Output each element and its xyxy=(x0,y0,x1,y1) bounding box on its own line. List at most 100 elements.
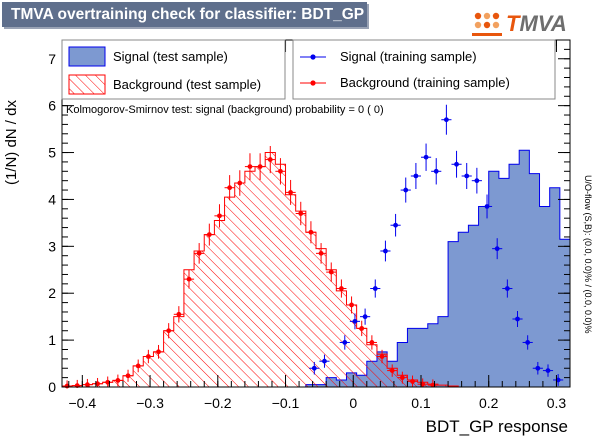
x-tick-label: −0.4 xyxy=(68,395,96,411)
x-tick-label: 0 xyxy=(349,395,357,411)
signal-training-point xyxy=(360,308,371,325)
background-training-point xyxy=(234,170,245,196)
background-training-marker xyxy=(227,185,233,191)
signal-training-point xyxy=(471,167,482,194)
background-training-marker xyxy=(328,269,334,275)
legend-marker-signal-train xyxy=(310,54,316,60)
background-training-marker xyxy=(298,211,304,216)
background-training-point xyxy=(255,153,266,180)
signal-training-point xyxy=(512,310,523,328)
background-training-marker xyxy=(176,311,182,317)
legend-swatch-background-test xyxy=(68,74,106,95)
background-training-marker xyxy=(318,250,324,256)
x-tick-label: −0.2 xyxy=(204,395,232,411)
signal-training-marker xyxy=(311,365,317,371)
signal-training-points xyxy=(309,104,564,386)
signal-training-marker xyxy=(433,168,439,174)
background-test-histogram xyxy=(62,152,570,387)
background-training-marker xyxy=(389,368,395,373)
signal-training-point xyxy=(441,104,452,135)
signal-training-point xyxy=(400,177,411,203)
background-training-marker xyxy=(257,164,263,170)
legend-label-signal-train: Signal (training sample) xyxy=(340,49,477,64)
background-training-point xyxy=(295,201,306,226)
background-training-marker xyxy=(369,340,375,345)
signal-training-marker xyxy=(403,187,409,193)
signal-training-point xyxy=(532,361,543,375)
signal-training-marker xyxy=(393,222,398,228)
signal-training-marker xyxy=(352,318,358,324)
background-training-marker xyxy=(288,189,293,195)
signal-training-marker xyxy=(362,314,368,320)
background-training-marker xyxy=(186,276,192,282)
background-training-point xyxy=(153,344,164,359)
background-training-marker xyxy=(410,378,415,384)
axes: 0 1 2 3 4 5 6 7 −0.4 −0.3 −0.2 −0.1 0 0.1 0.2 0.3 xyxy=(48,40,570,411)
signal-training-point xyxy=(431,158,442,185)
background-training-marker xyxy=(247,164,253,170)
background-training-point xyxy=(183,269,195,289)
signal-training-marker xyxy=(504,286,510,291)
y-axis-label: (1/N) dN / dx xyxy=(3,100,20,186)
ks-test-text: Kolmogorov-Smirnov test: signal (backgro… xyxy=(66,104,384,116)
signal-training-marker xyxy=(484,204,490,209)
background-training-marker xyxy=(145,354,151,359)
x-tick-label: −0.3 xyxy=(136,395,164,411)
background-training-marker xyxy=(359,325,365,331)
signal-training-marker xyxy=(423,154,429,160)
background-training-marker xyxy=(278,168,283,174)
background-training-point xyxy=(336,279,347,298)
y-tick-label: 5 xyxy=(48,145,56,161)
background-training-point xyxy=(122,369,134,382)
signal-training-point xyxy=(370,279,381,298)
tmva-logo-text: TMVA xyxy=(506,11,567,36)
background-training-marker xyxy=(339,286,344,291)
background-training-point xyxy=(397,371,408,384)
y-tick-label: 2 xyxy=(48,285,56,301)
signal-training-point xyxy=(481,194,493,219)
signal-training-point xyxy=(522,335,533,350)
x-tick-label: 0.1 xyxy=(411,395,431,411)
background-training-point xyxy=(82,378,93,388)
background-training-point xyxy=(194,243,205,264)
background-training-marker xyxy=(196,250,202,256)
legend-label-background-train: Background (training sample) xyxy=(340,75,510,90)
background-training-marker xyxy=(125,373,131,379)
background-training-point xyxy=(133,359,144,373)
legend-label-signal-test: Signal (test sample) xyxy=(113,49,228,64)
signal-training-marker xyxy=(535,365,541,371)
legend-box-training xyxy=(292,39,556,100)
y-tick-label: 6 xyxy=(48,98,56,114)
background-training-marker xyxy=(308,229,314,235)
background-training-point xyxy=(376,349,388,364)
background-training-point xyxy=(356,320,367,337)
background-training-point xyxy=(346,296,357,314)
signal-training-point xyxy=(339,335,350,350)
background-training-point xyxy=(143,349,154,364)
background-test-histogram-area xyxy=(62,152,570,387)
background-training-point xyxy=(275,158,286,185)
background-training-point xyxy=(285,179,296,205)
background-training-marker xyxy=(379,354,385,359)
signal-training-marker xyxy=(372,286,378,291)
signal-training-marker xyxy=(383,248,388,254)
signal-test-histogram xyxy=(62,149,570,387)
background-training-marker xyxy=(156,349,161,355)
background-training-marker xyxy=(399,375,405,381)
signal-training-marker xyxy=(525,340,531,345)
background-training-point xyxy=(316,243,327,264)
title-bar: TMVA overtraining check for classifier: … xyxy=(2,2,367,27)
background-training-marker xyxy=(217,213,222,219)
background-training-marker xyxy=(115,378,121,383)
signal-training-point xyxy=(461,162,472,189)
background-training-point xyxy=(112,374,123,387)
signal-training-marker xyxy=(443,117,449,123)
signal-training-point xyxy=(319,354,330,368)
signal-training-point xyxy=(380,240,391,262)
background-training-marker xyxy=(349,302,354,308)
signal-training-point xyxy=(420,143,432,171)
legend-swatch-signal-test xyxy=(68,46,106,67)
signal-training-marker xyxy=(494,246,500,252)
